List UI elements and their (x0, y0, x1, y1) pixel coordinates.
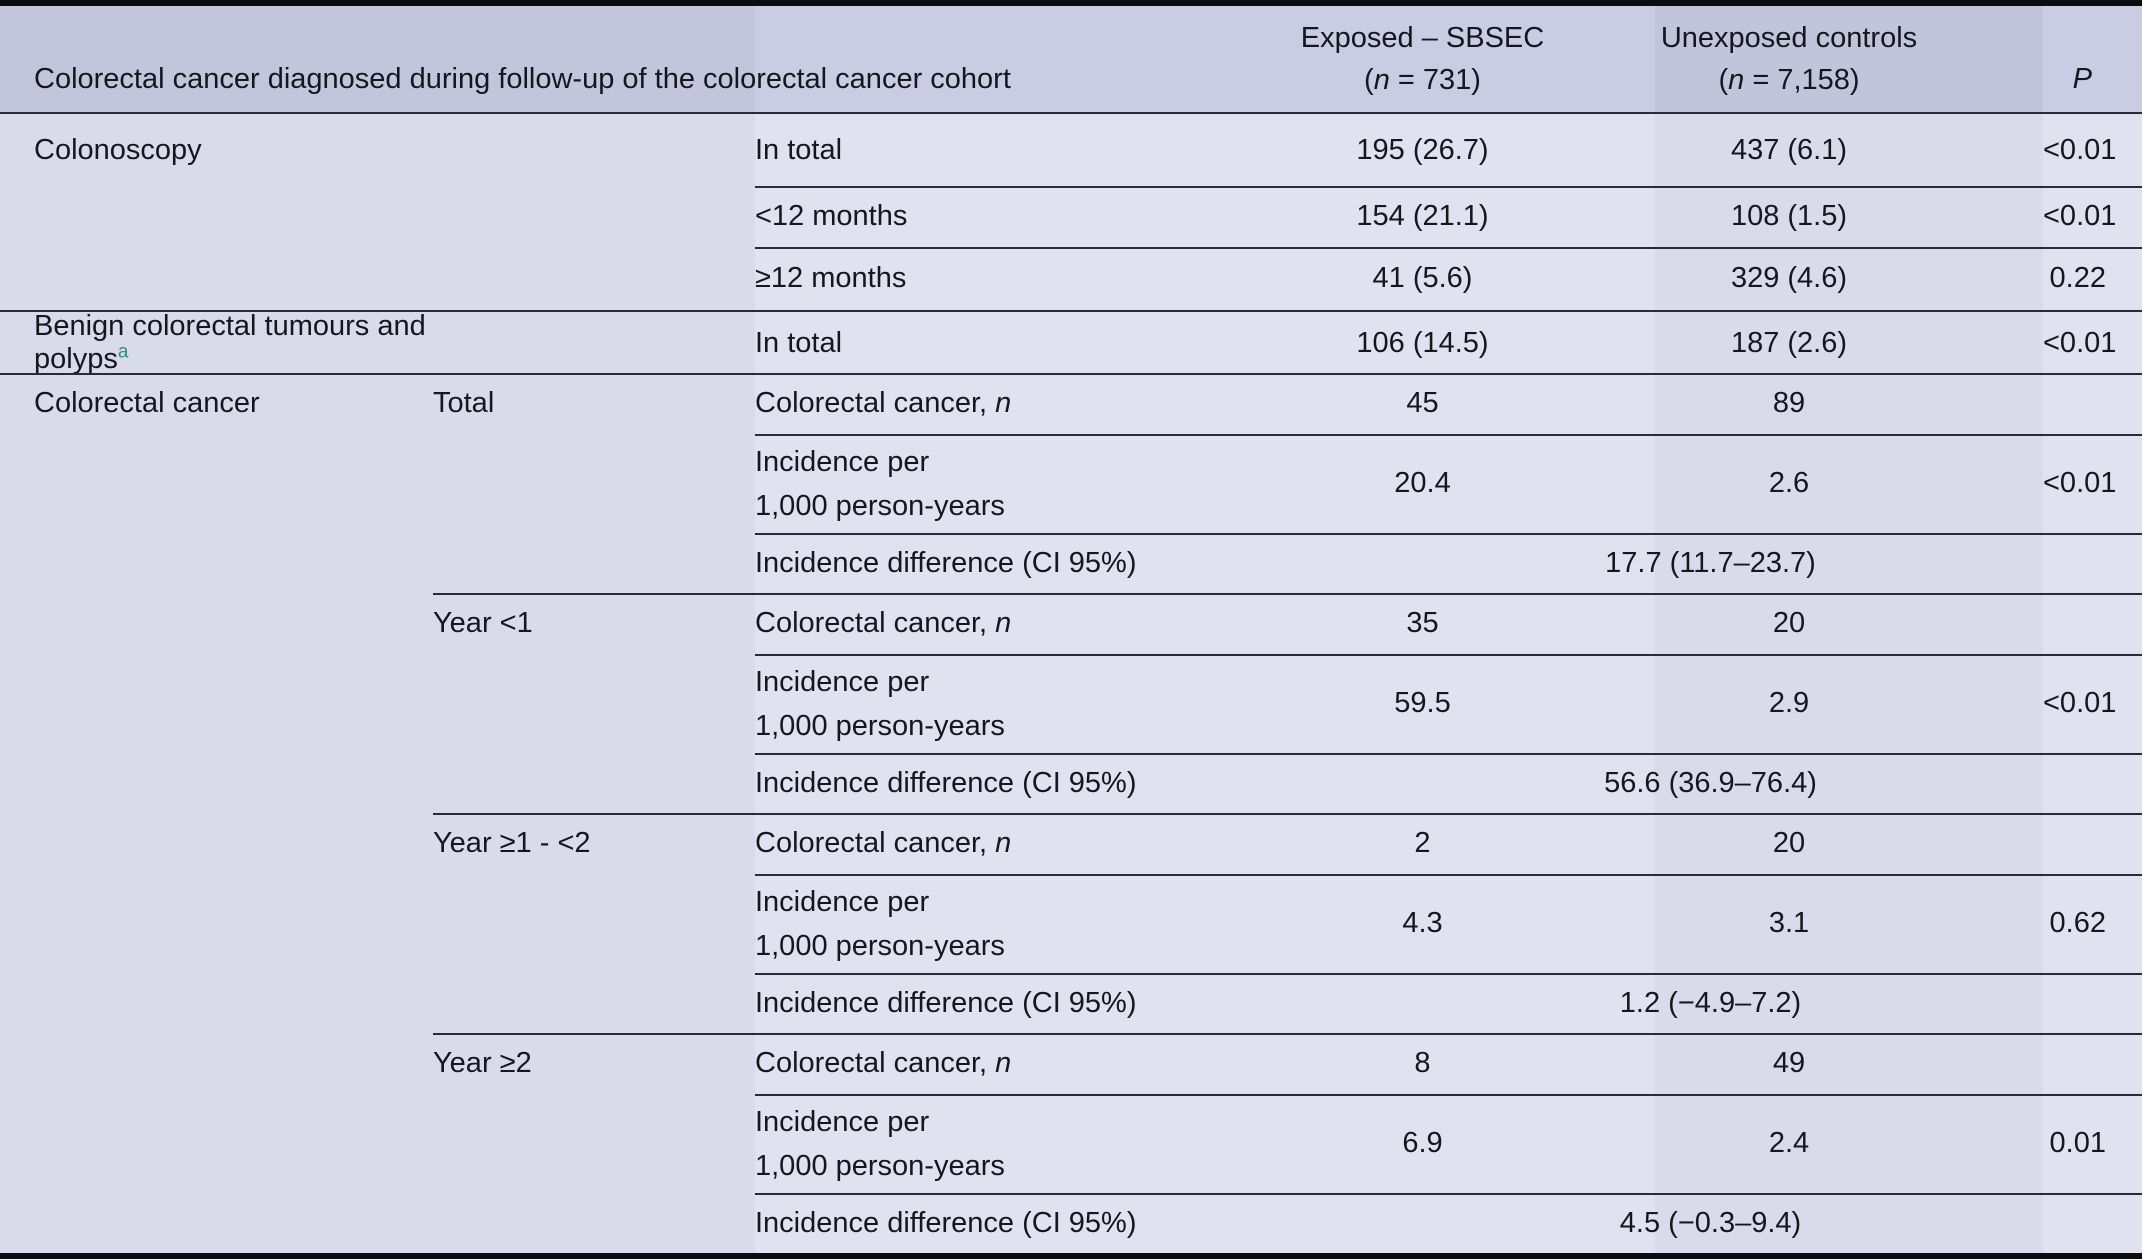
measure-label: Incidence per 1,000 person-years (755, 885, 1005, 962)
group-label: Colonoscopy (34, 133, 202, 166)
measure-label: Incidence difference (CI 95%) (755, 986, 1137, 1019)
header-unexposed-column: Unexposed controls (n = 7,158) (1655, 17, 2043, 101)
p-value: <0.01 (2043, 133, 2117, 166)
p-value: <0.01 (2043, 200, 2117, 232)
group-label: Benign colorectal tumours and polypsa (34, 310, 426, 375)
exposed-value: 6.9 (1402, 1127, 1443, 1159)
n-symbol: n (995, 827, 1012, 859)
measure-label: Colorectal cancer, n (755, 827, 1012, 859)
exposed-value: 45 (1406, 387, 1439, 419)
table-header-row: Colorectal cancer diagnosed during follo… (0, 6, 2142, 114)
table-row: Incidence per 1,000 person-years 6.9 2.4… (0, 1094, 2142, 1193)
exposed-value: 106 (14.5) (1356, 326, 1489, 359)
unexposed-value: 329 (4.6) (1730, 262, 1848, 294)
header-p-column: P (2072, 63, 2092, 95)
header-exposed-n: (n = 731) (1364, 64, 1481, 96)
exposed-value: 2 (1414, 827, 1431, 859)
table-row: ≥12 months 41 (5.6) 329 (4.6) 0.22 (0, 247, 2142, 310)
table-row: Incidence difference (CI 95%) 4.5 (−0.3–… (0, 1193, 2142, 1253)
incidence-difference-value: 56.6 (36.9–76.4) (1604, 766, 1817, 799)
p-value: <0.01 (2043, 326, 2117, 359)
unexposed-value: 49 (1772, 1047, 1806, 1079)
period-label: Year <1 (433, 607, 533, 639)
unexposed-value: 2.9 (1768, 687, 1810, 719)
n-symbol: n (995, 387, 1012, 419)
n-symbol: n (1373, 64, 1390, 96)
table-row: Year ≥2 Colorectal cancer, n 8 49 (0, 1033, 2142, 1094)
n-symbol: n (995, 607, 1012, 639)
exposed-value: 154 (21.1) (1356, 200, 1489, 232)
unexposed-value: 20 (1772, 827, 1806, 859)
incidence-difference-value: 17.7 (11.7–23.7) (1605, 546, 1816, 579)
table-row: Incidence difference (CI 95%) 56.6 (36.9… (0, 753, 2142, 813)
p-value: 0.22 (2049, 262, 2106, 294)
incidence-difference-value: 1.2 (−4.9–7.2) (1619, 986, 1802, 1019)
p-value: <0.01 (2043, 467, 2117, 499)
n-symbol: n (995, 1047, 1012, 1079)
header-exposed-title: Exposed – SBSEC (1300, 22, 1545, 54)
table-row: Year <1 Colorectal cancer, n 35 20 (0, 593, 2142, 654)
period-label: Total (433, 387, 495, 419)
n-symbol: n (1728, 64, 1745, 96)
p-value: 0.01 (2049, 1127, 2106, 1159)
table-row: Incidence difference (CI 95%) 17.7 (11.7… (0, 533, 2142, 593)
measure-label: Incidence difference (CI 95%) (755, 546, 1137, 579)
table-row: Benign colorectal tumours and polypsa In… (0, 310, 2142, 375)
table-row: Incidence per 1,000 person-years 59.5 2.… (0, 654, 2142, 753)
table-row: Colonoscopy In total 195 (26.7) 437 (6.1… (0, 114, 2142, 186)
p-value: <0.01 (2043, 687, 2117, 719)
exposed-value: 195 (26.7) (1356, 133, 1489, 166)
table-row: Incidence per 1,000 person-years 20.4 2.… (0, 434, 2142, 533)
exposed-value: 4.3 (1402, 907, 1443, 939)
measure-label: Incidence per 1,000 person-years (755, 445, 1005, 522)
exposed-value: 20.4 (1394, 467, 1451, 499)
header-unexposed-title: Unexposed controls (1660, 22, 1918, 54)
unexposed-value: 2.6 (1768, 467, 1810, 499)
unexposed-value: 89 (1772, 387, 1806, 419)
unexposed-value: 437 (6.1) (1730, 133, 1848, 166)
header-exposed-column: Exposed – SBSEC (n = 731) (1190, 17, 1655, 101)
incidence-difference-value: 4.5 (−0.3–9.4) (1619, 1206, 1802, 1239)
unexposed-value: 187 (2.6) (1730, 326, 1848, 359)
table-row: Incidence per 1,000 person-years 4.3 3.1… (0, 874, 2142, 973)
footnote-marker: a (117, 341, 129, 363)
unexposed-value: 20 (1772, 607, 1806, 639)
period-label: Year ≥2 (433, 1047, 532, 1079)
p-value: 0.62 (2049, 907, 2106, 939)
unexposed-value: 3.1 (1768, 907, 1810, 939)
measure-label: Colorectal cancer, n (755, 1047, 1012, 1079)
measure-label: Incidence per 1,000 person-years (755, 665, 1005, 742)
table-row: Year ≥1 - <2 Colorectal cancer, n 2 20 (0, 813, 2142, 874)
measure-label: Incidence difference (CI 95%) (755, 766, 1137, 799)
measure-label: Incidence difference (CI 95%) (755, 1206, 1137, 1239)
period-label: Year ≥1 - <2 (433, 827, 591, 859)
measure-label: Colorectal cancer, n (755, 387, 1012, 419)
table-row: <12 months 154 (21.1) 108 (1.5) <0.01 (0, 186, 2142, 247)
header-unexposed-n: (n = 7,158) (1718, 64, 1860, 96)
exposed-value: 41 (5.6) (1372, 262, 1473, 294)
header-description: Colorectal cancer diagnosed during follo… (34, 63, 1011, 95)
exposed-value: 8 (1414, 1047, 1431, 1079)
table-row: Incidence difference (CI 95%) 1.2 (−4.9–… (0, 973, 2142, 1033)
unexposed-value: 108 (1.5) (1730, 200, 1848, 232)
unexposed-value: 2.4 (1768, 1127, 1810, 1159)
table-row: Colorectal cancer Total Colorectal cance… (0, 373, 2142, 434)
measure-label: Incidence per 1,000 person-years (755, 1105, 1005, 1182)
exposed-value: 35 (1406, 607, 1439, 639)
measure-label: Colorectal cancer, n (755, 607, 1012, 639)
group-label: Colorectal cancer (34, 387, 260, 419)
measure-label: In total (755, 326, 843, 359)
measure-label: <12 months (755, 200, 908, 232)
exposed-value: 59.5 (1394, 687, 1451, 719)
measure-label: In total (755, 133, 843, 166)
measure-label: ≥12 months (755, 262, 907, 294)
